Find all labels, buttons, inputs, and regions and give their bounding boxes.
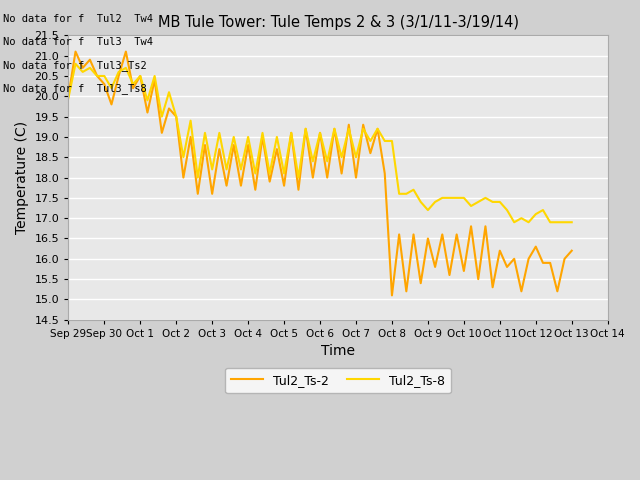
- Line: Tul2_Ts-8: Tul2_Ts-8: [68, 64, 572, 222]
- Text: No data for f  Tul3_Ts8: No data for f Tul3_Ts8: [3, 83, 147, 94]
- Text: No data for f  Tul3  Tw4: No data for f Tul3 Tw4: [3, 36, 153, 47]
- Tul2_Ts-2: [316, 130, 324, 136]
- Tul2_Ts-8: [510, 219, 518, 225]
- Tul2_Ts-2: [143, 109, 151, 115]
- Tul2_Ts-8: [72, 61, 79, 67]
- Tul2_Ts-2: [65, 94, 72, 99]
- Tul2_Ts-2: [86, 57, 93, 62]
- Text: No data for f  Tul2  Tw4: No data for f Tul2 Tw4: [3, 13, 153, 24]
- Tul2_Ts-8: [554, 219, 561, 225]
- Tul2_Ts-8: [316, 130, 324, 136]
- Tul2_Ts-2: [554, 288, 561, 294]
- Tul2_Ts-8: [568, 219, 575, 225]
- Title: MB Tule Tower: Tule Temps 2 & 3 (3/1/11-3/19/14): MB Tule Tower: Tule Temps 2 & 3 (3/1/11-…: [157, 15, 518, 30]
- X-axis label: Time: Time: [321, 344, 355, 359]
- Tul2_Ts-8: [532, 211, 540, 217]
- Tul2_Ts-2: [72, 48, 79, 54]
- Tul2_Ts-8: [86, 65, 93, 71]
- Tul2_Ts-2: [568, 248, 575, 253]
- Line: Tul2_Ts-2: Tul2_Ts-2: [68, 51, 572, 295]
- Tul2_Ts-2: [532, 244, 540, 250]
- Tul2_Ts-2: [388, 292, 396, 298]
- Legend: Tul2_Ts-2, Tul2_Ts-8: Tul2_Ts-2, Tul2_Ts-8: [225, 368, 451, 393]
- Tul2_Ts-8: [65, 96, 72, 101]
- Tul2_Ts-8: [143, 97, 151, 103]
- Y-axis label: Temperature (C): Temperature (C): [15, 121, 29, 234]
- Tul2_Ts-8: [374, 126, 381, 132]
- Text: No data for f  Tul3_Ts2: No data for f Tul3_Ts2: [3, 60, 147, 71]
- Tul2_Ts-2: [374, 126, 381, 132]
